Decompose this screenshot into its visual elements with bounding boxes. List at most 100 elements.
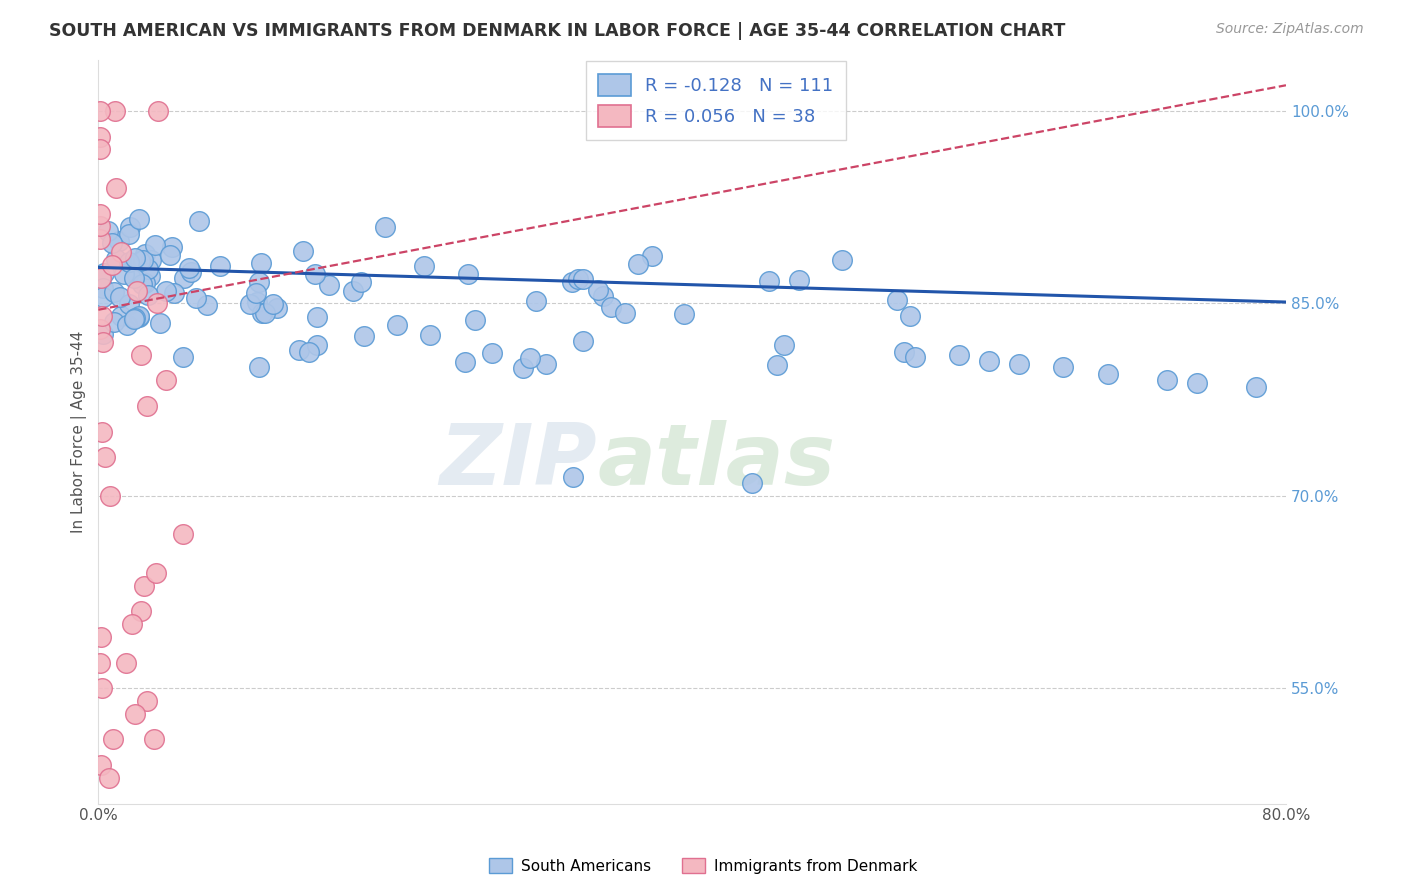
Point [124,311,146,326]
Point [291,244,314,258]
Point [305,337,328,351]
Point [120,219,142,234]
Point [526,293,548,308]
Point [136,694,159,708]
Point [772,338,794,352]
Point [266,301,288,315]
Point [98,771,121,785]
Point [103,315,125,329]
Point [1052,360,1074,375]
Point [89,232,111,246]
Point [122,271,145,285]
Point [246,294,269,309]
Point [134,277,156,291]
Point [519,351,541,365]
Point [1185,376,1208,390]
Point [121,617,143,632]
Point [94,450,117,465]
Point [124,706,146,721]
Point [904,350,927,364]
Legend: South Americans, Immigrants from Denmark: South Americans, Immigrants from Denmark [482,852,924,880]
Point [627,257,650,271]
Text: SOUTH AMERICAN VS IMMIGRANTS FROM DENMARK IN LABOR FORCE | AGE 35-44 CORRELATION: SOUTH AMERICAN VS IMMIGRANTS FROM DENMAR… [49,22,1066,40]
Point [353,329,375,343]
Point [419,327,441,342]
Point [90,630,112,644]
Point [977,354,1000,368]
Point [304,267,326,281]
Point [101,258,124,272]
Point [89,322,111,336]
Point [89,206,111,220]
Point [298,345,321,359]
Point [385,318,408,332]
Point [789,273,811,287]
Point [110,245,132,260]
Point [160,240,183,254]
Point [108,234,131,248]
Point [132,253,155,268]
Point [118,255,141,269]
Point [145,296,167,310]
Point [104,252,127,266]
Point [118,227,141,242]
Point [287,343,309,357]
Point [128,211,150,226]
Point [673,307,696,321]
Point [561,276,583,290]
Point [245,285,267,300]
Point [195,298,218,312]
Point [98,489,121,503]
Point [101,732,124,747]
Point [208,259,231,273]
Point [613,306,636,320]
Point [592,289,614,303]
Point [159,248,181,262]
Point [239,296,262,310]
Point [128,310,150,325]
Point [89,142,111,156]
Point [125,268,148,282]
Point [600,300,623,314]
Point [534,357,557,371]
Point [105,181,128,195]
Point [172,527,194,541]
Point [90,681,112,695]
Point [318,278,340,293]
Point [464,313,486,327]
Point [93,326,115,341]
Point [831,253,853,268]
Point [131,604,153,618]
Point [136,288,159,302]
Point [186,291,208,305]
Point [124,251,146,265]
Point [112,267,135,281]
Point [1097,367,1119,381]
Legend: R = -0.128   N = 111, R = 0.056   N = 38: R = -0.128 N = 111, R = 0.056 N = 38 [586,62,846,139]
Point [91,290,114,304]
Point [177,261,200,276]
Point [97,224,120,238]
Text: atlas: atlas [598,420,835,503]
Point [110,310,132,324]
Point [481,346,503,360]
Point [139,268,162,283]
Point [262,297,284,311]
Point [250,306,273,320]
Point [118,297,141,311]
Point [136,399,159,413]
Point [129,253,152,268]
Point [134,247,156,261]
Point [454,355,477,369]
Point [131,277,153,291]
Point [172,350,194,364]
Point [141,253,163,268]
Point [180,265,202,279]
Point [1008,357,1031,371]
Point [136,261,159,276]
Point [571,334,593,348]
Point [249,256,271,270]
Y-axis label: In Labor Force | Age 35-44: In Labor Force | Age 35-44 [72,330,87,533]
Point [89,129,111,144]
Point [149,316,172,330]
